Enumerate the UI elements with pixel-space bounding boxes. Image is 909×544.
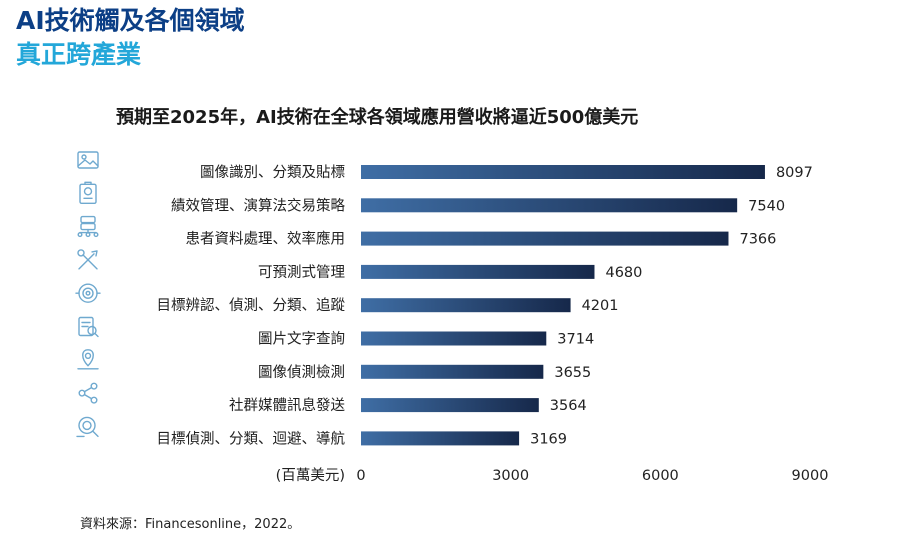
- image-icon: [77, 151, 99, 169]
- bar: [361, 331, 547, 346]
- value-label: 3714: [557, 332, 594, 348]
- category-label: 目標辨認、偵測、分類、追蹤: [157, 297, 346, 314]
- bar: [361, 298, 571, 313]
- x-tick-label: 9000: [792, 468, 829, 484]
- x-tick-label: 0: [356, 468, 365, 484]
- bar: [361, 231, 729, 246]
- bar: [361, 398, 539, 413]
- value-label: 4680: [605, 265, 642, 281]
- category-label: 可預測式管理: [258, 264, 345, 281]
- category-label: 患者資料處理、效率應用: [186, 230, 346, 248]
- bar: [361, 364, 544, 379]
- category-label: 圖像偵測檢測: [258, 364, 345, 381]
- heading: AI技術觸及各個領域 真正跨產業: [16, 4, 245, 72]
- category-label: 績效管理、演算法交易策略: [171, 196, 345, 214]
- value-label: 7540: [748, 198, 785, 214]
- document-search-icon: [78, 316, 99, 338]
- value-label: 3564: [550, 398, 587, 414]
- heading-line-2: 真正跨產業: [16, 40, 142, 69]
- category-label: 社群媒體訊息發送: [229, 397, 345, 414]
- server-network-icon: [77, 215, 99, 238]
- value-label: 3655: [554, 365, 591, 381]
- value-label: 7366: [739, 232, 776, 248]
- clipboard-chart-icon: [79, 181, 97, 205]
- category-label: 圖片文字查詢: [258, 331, 345, 348]
- bar: [361, 264, 595, 279]
- location-pin-icon: [77, 349, 99, 370]
- value-label: 4201: [582, 298, 619, 314]
- chart-title: 預期至2025年，AI技術在全球各領域應用營收將逼近500億美元: [116, 107, 639, 128]
- bar: [361, 198, 738, 213]
- category-label: 圖像識別、分類及貼標: [200, 164, 345, 181]
- x-axis-label: (百萬美元): [276, 467, 345, 484]
- target-eye-icon: [75, 283, 101, 303]
- tools-icon: [77, 249, 98, 270]
- bar: [361, 431, 520, 446]
- target-search-icon: [76, 416, 99, 438]
- category-label: 目標偵測、分類、迴避、導航: [157, 430, 346, 447]
- value-label: 8097: [776, 165, 813, 181]
- heading-line-1: AI技術觸及各個領域: [16, 6, 245, 35]
- share-icon: [78, 382, 98, 404]
- bar: [361, 165, 765, 179]
- x-tick-label: 6000: [642, 468, 679, 484]
- source-note: 資料來源：Financesonline，2022。: [80, 517, 301, 532]
- value-label: 3169: [530, 431, 567, 447]
- x-tick-label: 3000: [492, 468, 529, 484]
